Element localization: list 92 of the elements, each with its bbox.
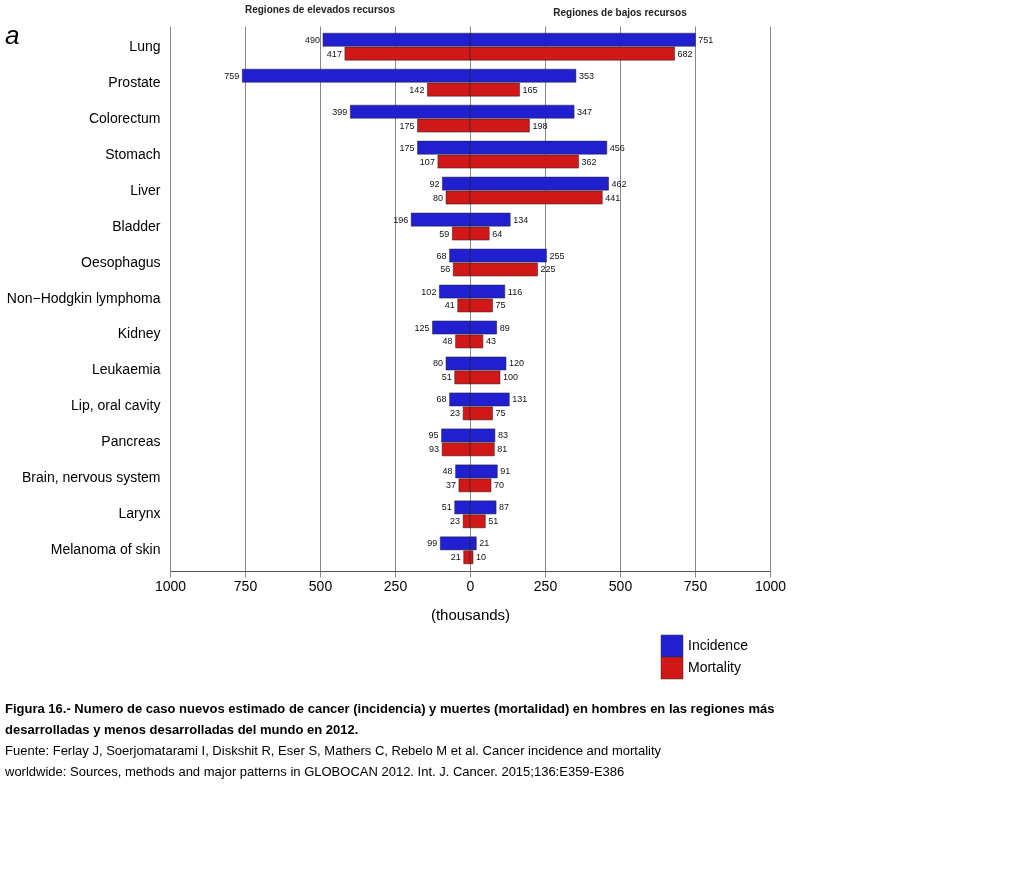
data-label: 362 (581, 156, 597, 167)
data-label: 456 (609, 142, 625, 153)
y-tick-label: Colorectum (88, 109, 161, 126)
x-tick-label: 1000 (154, 577, 187, 594)
data-label: 347 (577, 106, 593, 117)
data-label: 51 (441, 372, 452, 383)
x-tick-label: 750 (233, 577, 258, 594)
y-tick-label: Non−Hodgkin lymphoma (6, 289, 161, 306)
data-label: 75 (495, 300, 506, 311)
data-label: 37 (445, 480, 456, 491)
data-label: 92 (429, 178, 440, 189)
data-label: 165 (522, 84, 538, 95)
chart-title: Regiones de bajos recursos (553, 7, 688, 18)
data-label: 462 (611, 178, 627, 189)
source-note: Fuente: Ferlay J, Soerjomatarami I, Diskshit R, Eser S, Mathers C, Rebelo M et al. Cancer incidence and mortality worldwide: Sources, methods and major patterns in GLOBOCAN 2012. Int. J. Cancer. 2015;136:E359-E386 (4, 742, 662, 779)
data-label: 56 (440, 264, 451, 275)
data-label: 91 (500, 466, 511, 477)
data-label: 51 (441, 502, 452, 513)
data-label: 23 (450, 516, 461, 527)
text: a (5, 20, 20, 50)
data-label: 23 (450, 408, 461, 419)
x-tick-label: 1000 (754, 577, 787, 594)
data-label: 80 (432, 192, 443, 203)
data-label: 21 (479, 538, 490, 549)
data-label: 68 (436, 394, 447, 405)
y-tick-label: Bladder (112, 217, 161, 234)
data-label: 751 (698, 34, 714, 45)
data-label: 70 (494, 480, 505, 491)
data-label: 125 (414, 322, 430, 333)
data-label: 43 (485, 336, 496, 347)
x-tick-label: 750 (683, 577, 708, 594)
y-tick-label: Melanoma of skin (50, 541, 161, 558)
data-label: 142 (409, 84, 425, 95)
data-label: 48 (442, 336, 453, 347)
data-label: 399 (332, 106, 348, 117)
legend-label: Mortality (688, 659, 741, 675)
data-label: 89 (499, 322, 510, 333)
data-label: 353 (578, 70, 594, 81)
y-tick-label: Lip, oral cavity (71, 397, 161, 414)
data-label: 759 (224, 70, 240, 81)
text: Figura 16.- Numero de caso nuevos estimado de cancer (incidencia) y muertes (mortalidad) en hombres en las regiones más desarrolladas y menos desarrolladas del mundo en 2012. (5, 700, 775, 737)
chart-title: Regiones de elevados recursos (244, 4, 396, 15)
y-tick-label: Pancreas (101, 433, 161, 450)
data-label: 41 (444, 300, 455, 311)
x-axis-title: (thousands) (430, 605, 511, 623)
x-tick-label: 250 (383, 577, 408, 594)
data-label: 48 (442, 466, 453, 477)
data-label: 198 (532, 120, 548, 131)
y-tick-label: Oesophagus (81, 253, 161, 270)
data-label: 21 (450, 552, 461, 563)
data-label: 81 (497, 444, 508, 455)
data-label: 93 (429, 444, 440, 455)
data-label: 83 (497, 430, 508, 441)
y-tick-label: Stomach (105, 145, 161, 162)
data-label: 95 (428, 430, 439, 441)
data-label: 99 (427, 538, 438, 549)
data-label: 196 (393, 214, 409, 225)
y-tick-label: Larynx (118, 505, 161, 522)
x-tick-label: 250 (533, 577, 558, 594)
y-tick-label: Kidney (117, 325, 161, 342)
data-label: 131 (512, 394, 528, 405)
data-label: 116 (507, 286, 523, 297)
data-label: 75 (495, 408, 506, 419)
data-label: 68 (436, 250, 447, 261)
data-label: 255 (549, 250, 565, 261)
data-label: 80 (432, 358, 443, 369)
data-label: 682 (677, 48, 693, 59)
data-label: 100 (503, 372, 519, 383)
legend-label: Incidence (688, 637, 749, 653)
data-label: 417 (326, 48, 342, 59)
data-label: 175 (399, 120, 415, 131)
x-tick-label: 0 (466, 577, 475, 594)
data-label: 490 (304, 34, 320, 45)
data-label: 51 (488, 516, 499, 527)
y-tick-label: Lung (129, 37, 161, 54)
x-tick-label: 500 (608, 577, 633, 594)
data-label: 225 (540, 264, 556, 275)
data-label: 10 (476, 552, 487, 563)
data-label: 87 (499, 502, 510, 513)
x-tick-label: 500 (308, 577, 333, 594)
data-label: 120 (509, 358, 525, 369)
data-label: 107 (419, 156, 435, 167)
data-label: 102 (421, 286, 437, 297)
y-tick-label: Liver (130, 181, 161, 198)
data-label: 64 (492, 228, 503, 239)
y-tick-label: Prostate (108, 73, 161, 90)
data-label: 134 (513, 214, 529, 225)
data-label: 59 (439, 228, 450, 239)
y-tick-label: Brain, nervous system (22, 469, 161, 486)
y-tick-label: Leukaemia (92, 361, 161, 378)
data-label: 175 (399, 142, 415, 153)
data-label: 441 (605, 192, 621, 203)
